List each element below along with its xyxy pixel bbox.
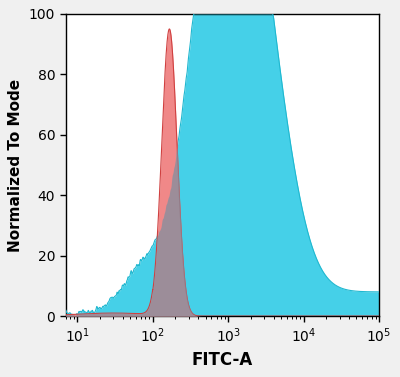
X-axis label: FITC-A: FITC-A (192, 351, 253, 369)
Y-axis label: Normalized To Mode: Normalized To Mode (8, 78, 23, 251)
